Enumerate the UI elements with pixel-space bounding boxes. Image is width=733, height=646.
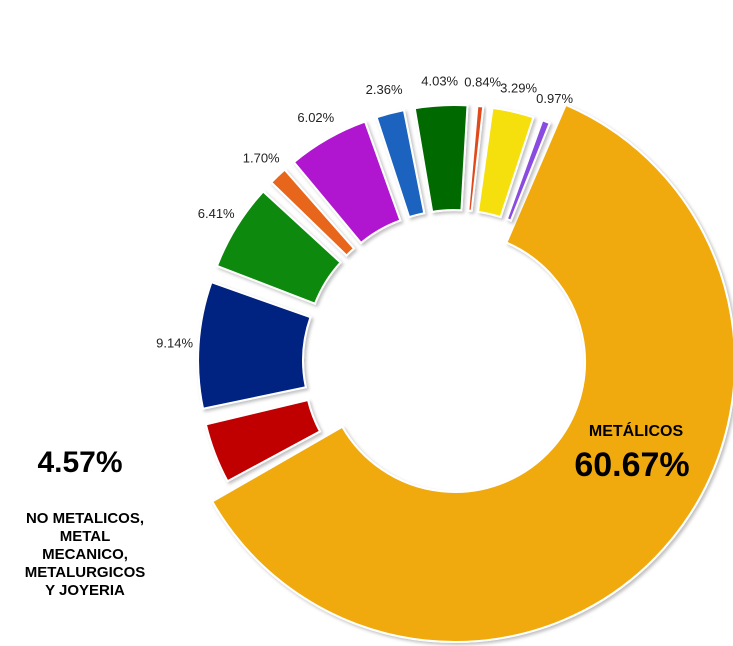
main-slice-name: METÁLICOS bbox=[589, 421, 684, 440]
donut-slice-4 bbox=[215, 190, 342, 305]
slice-percent-label-7: 2.36% bbox=[366, 82, 403, 97]
donut-slice-6 bbox=[292, 120, 402, 245]
slice-percent-label-9: 0.84% bbox=[464, 74, 501, 89]
donut-slice-5 bbox=[269, 168, 356, 257]
main-slice-percent: 60.67% bbox=[574, 446, 689, 484]
slice-labels: 9.14% 6.41% 1.70% 6.02% 2.36% 4.03% 0.84% 3.29%… bbox=[156, 73, 573, 350]
slice-percent-label-10: 3.29% bbox=[500, 80, 537, 95]
donut-slice-7 bbox=[375, 108, 426, 219]
callout-line-5: Y JOYERIA bbox=[45, 582, 125, 599]
donut-slice-1 bbox=[210, 103, 733, 644]
callout-line-1: NO METALICOS, bbox=[26, 510, 144, 527]
donut-slice-2 bbox=[204, 398, 322, 483]
donut-slice-3 bbox=[197, 280, 312, 410]
donut-slice-8 bbox=[413, 104, 469, 213]
callout-line-4: METALURGICOS bbox=[25, 564, 146, 581]
donut-slices bbox=[197, 103, 733, 644]
slice-percent-label-5: 1.70% bbox=[243, 151, 280, 166]
callout-percent: 4.57% bbox=[37, 446, 122, 479]
slice-percent-label-6: 6.02% bbox=[297, 110, 334, 125]
callout-line-3: MECANICO, bbox=[42, 546, 128, 563]
donut-slice-10 bbox=[476, 106, 535, 219]
slice-percent-label-8: 4.03% bbox=[421, 73, 458, 88]
slice-percent-label-11: 0.97% bbox=[536, 91, 573, 106]
slice-percent-label-3: 9.14% bbox=[156, 335, 193, 350]
slice-percent-label-4: 6.41% bbox=[198, 206, 235, 221]
donut-slice-9 bbox=[467, 104, 485, 213]
callout-line-2: METAL bbox=[60, 528, 111, 545]
donut-slice-11 bbox=[505, 119, 551, 222]
